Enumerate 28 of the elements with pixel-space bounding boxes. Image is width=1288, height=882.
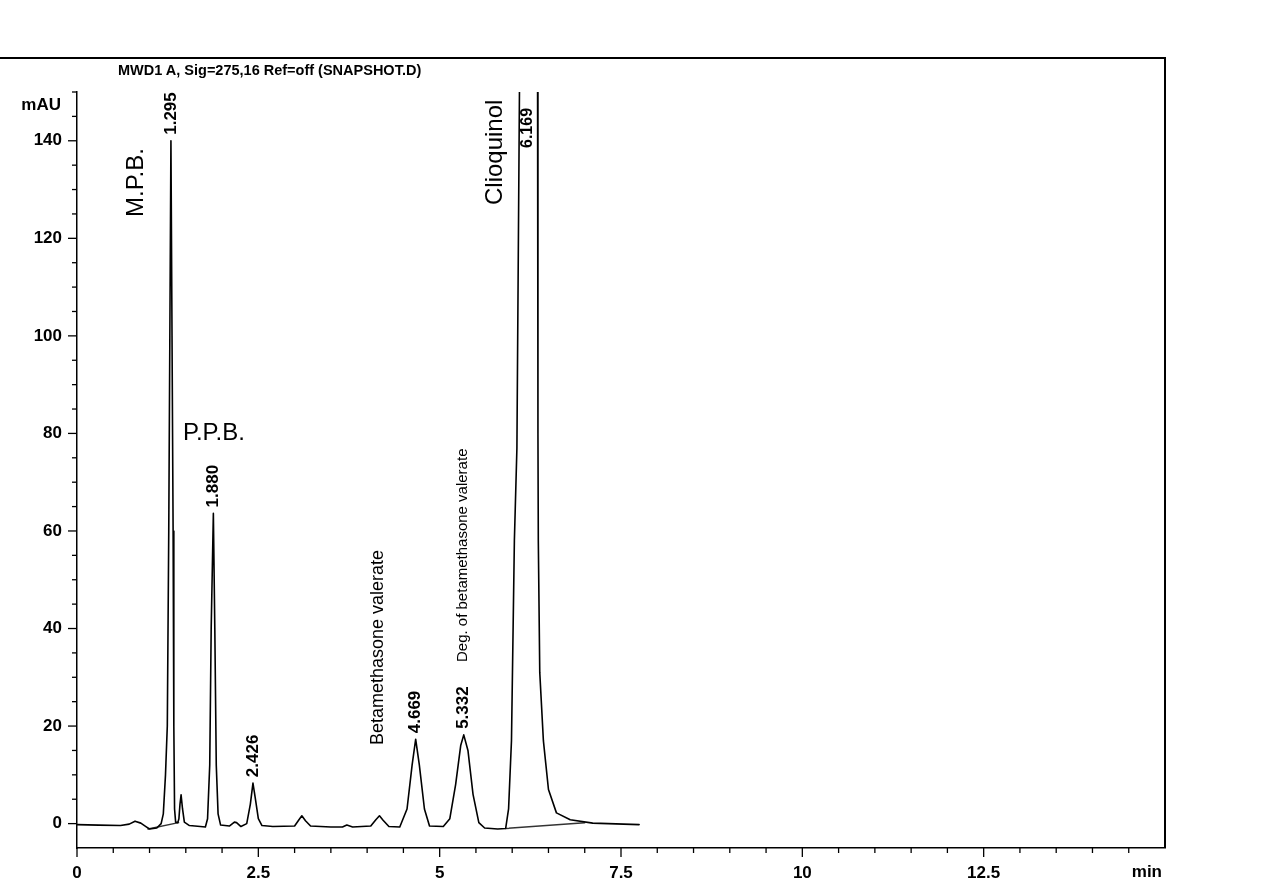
x-tick-label: 2.5 <box>246 862 271 882</box>
x-tick-label: 12.5 <box>967 862 1001 882</box>
annotation: M.P.B. <box>120 148 148 217</box>
x-axis-title: min <box>1131 861 1162 881</box>
y-tick-label: 120 <box>33 228 62 248</box>
chart-title: MWD1 A, Sig=275,16 Ref=off (SNAPSHOT.D) <box>118 62 422 78</box>
x-tick-label: 5 <box>434 862 445 882</box>
annotation: P.P.B. <box>183 417 245 445</box>
y-tick-label: 140 <box>33 130 62 150</box>
annotation: 5.332 <box>453 686 473 729</box>
y-tick-label: 20 <box>43 715 62 735</box>
y-tick-label: 60 <box>43 520 62 540</box>
y-tick-label: 40 <box>43 618 62 638</box>
annotation: 4.669 <box>405 690 425 734</box>
annotation: Betamethasone valerate <box>366 549 387 745</box>
y-tick-label: 100 <box>33 325 62 345</box>
annotation: Deg. of betamethasone valerate <box>453 448 471 662</box>
annotation: 1.295 <box>160 92 180 135</box>
x-tick-label: 0 <box>72 862 82 882</box>
x-tick-label: 10 <box>792 862 812 882</box>
annotation: 6.169 <box>518 107 536 148</box>
y-axis-title: mAU <box>21 94 61 114</box>
x-tick-label: 7.5 <box>609 862 633 882</box>
y-tick-label: 80 <box>43 423 62 443</box>
annotation: 2.426 <box>242 734 262 778</box>
y-tick-label: 0 <box>52 813 62 833</box>
annotation: Clioquinol <box>479 99 507 205</box>
annotation: 1.880 <box>203 464 223 508</box>
